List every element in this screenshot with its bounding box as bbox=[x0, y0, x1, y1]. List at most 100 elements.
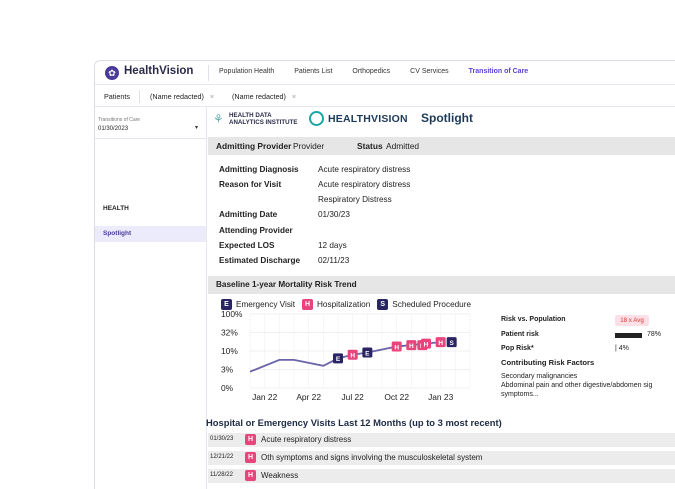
provider-value: Provider bbox=[293, 141, 325, 151]
sidebar-item-label: Spotlight bbox=[103, 230, 132, 237]
tab-bar: Patients (Name redacted) × (Name redacted… bbox=[95, 86, 675, 107]
hdai-logo-text: HEALTH DATA ANALYTICS INSTITUTE bbox=[229, 112, 298, 126]
detail-value: Acute respiratory distress bbox=[318, 180, 411, 189]
app-name[interactable]: HealthVision bbox=[124, 65, 194, 77]
detail-label: Estimated Discharge bbox=[219, 256, 300, 265]
x-tick-label: Oct 22 bbox=[384, 392, 409, 402]
risk-factor: symptoms... bbox=[501, 391, 539, 398]
legend-scheduled: S Scheduled Procedure bbox=[377, 298, 471, 310]
tab-patients[interactable]: Patients bbox=[104, 86, 130, 107]
tab-patient-2[interactable]: (Name redacted) × bbox=[232, 86, 296, 107]
provider-label: Admitting Provider bbox=[216, 141, 292, 151]
risk-multiplier-badge: 18 x Avg bbox=[615, 315, 649, 326]
sidebar: Transitions of Care 01/30/2023 ▾ HEALTH … bbox=[95, 107, 207, 489]
x-tick-label: Jan 22 bbox=[252, 392, 277, 402]
hospitalization-marker bbox=[391, 341, 402, 352]
detail-value: 12 days bbox=[318, 241, 347, 250]
event-marker-label: H bbox=[394, 344, 399, 351]
trend-header: Baseline 1-year Mortality Risk Trend bbox=[208, 276, 675, 294]
pop-risk-number: 4% bbox=[618, 345, 629, 352]
risk-factors-label: Contributing Risk Factors bbox=[501, 358, 595, 367]
scheduled-badge: S bbox=[377, 298, 389, 310]
event-marker-label: H bbox=[409, 343, 414, 350]
visit-row[interactable]: 01/30/23 H Acute respiratory distress bbox=[208, 433, 675, 447]
hdai-line-1: HEALTH DATA bbox=[229, 112, 272, 119]
transitions-of-care-select[interactable]: Transitions of Care 01/30/2023 ▾ bbox=[95, 111, 207, 139]
mortality-risk-chart: 100% 32% 10% 3% 0% Jan 22 Apr 22 Jul 22 Oct 22 Ja… bbox=[221, 310, 471, 402]
emergency-badge: E bbox=[221, 298, 232, 310]
sidebar-section-health: HEALTH bbox=[103, 205, 129, 212]
tab-label: (Name redacted) bbox=[150, 92, 204, 101]
y-tick-label: 3% bbox=[221, 365, 234, 375]
nav-menu: Population Health Patients List Orthoped… bbox=[219, 68, 548, 75]
legend-label: Hospitalization bbox=[317, 299, 371, 309]
hospitalization-marker bbox=[435, 337, 446, 348]
scheduled-marker bbox=[446, 337, 457, 348]
detail-value: Respiratory Distress bbox=[318, 195, 392, 204]
page-title: Spotlight bbox=[421, 111, 473, 125]
risk-factor: Abdominal pain and other digestive/abdom… bbox=[501, 382, 653, 389]
hospitalization-marker bbox=[421, 338, 431, 349]
tab-divider bbox=[139, 90, 140, 103]
visit-description: Acute respiratory distress bbox=[261, 435, 352, 444]
trend-title: Baseline 1-year Mortality Risk Trend bbox=[216, 280, 357, 289]
brand-header: ⚘ HEALTH DATA ANALYTICS INSTITUTE HEALTH… bbox=[208, 107, 675, 137]
emergency-marker bbox=[333, 353, 343, 364]
y-tick-label: 0% bbox=[221, 383, 234, 393]
legend-hospitalization: H Hospitalization bbox=[302, 298, 371, 310]
pop-risk-value: | 4% bbox=[615, 345, 629, 352]
nav-transition-of-care[interactable]: Transition of Care bbox=[468, 68, 529, 75]
y-tick-label: 10% bbox=[221, 346, 238, 356]
event-marker-label: S bbox=[449, 340, 454, 347]
app-window: ✿ HealthVision Population Health Patient… bbox=[94, 60, 675, 489]
nav-cv-services[interactable]: CV Services bbox=[410, 68, 449, 75]
nav-patients-list[interactable]: Patients List bbox=[294, 68, 333, 75]
close-icon[interactable]: × bbox=[209, 94, 215, 101]
hospitalization-badge: H bbox=[302, 298, 314, 310]
patient-risk-value: 78% bbox=[647, 331, 662, 338]
visit-row[interactable]: 12/21/22 H Oth symptoms and signs involv… bbox=[208, 451, 675, 465]
event-marker-label: E bbox=[365, 350, 370, 357]
risk-factor: Secondary malignancies bbox=[501, 373, 578, 380]
x-tick-label: Jul 22 bbox=[341, 392, 364, 402]
sidebar-item-spotlight[interactable]: Spotlight bbox=[95, 226, 206, 242]
detail-label: Expected LOS bbox=[219, 241, 275, 250]
tab-patient-1[interactable]: (Name redacted) × bbox=[150, 86, 214, 107]
visit-date: 12/21/22 bbox=[210, 454, 234, 460]
y-tick-label: 100% bbox=[221, 310, 243, 319]
visit-description: Oth symptoms and signs involving the mus… bbox=[261, 453, 483, 462]
event-marker-label: H bbox=[350, 353, 355, 360]
hospitalization-marker bbox=[406, 340, 417, 351]
nav-population-health[interactable]: Population Health bbox=[219, 68, 275, 75]
hospitalization-marker bbox=[347, 349, 358, 360]
detail-label: Admitting Diagnosis bbox=[219, 165, 299, 174]
hdai-logo-icon: ⚘ bbox=[213, 112, 224, 126]
top-nav: ✿ HealthVision Population Health Patient… bbox=[95, 61, 675, 85]
select-label: Transitions of Care bbox=[98, 117, 141, 123]
nav-divider bbox=[208, 65, 209, 81]
visit-description: Weakness bbox=[261, 471, 299, 480]
visit-date: 11/28/22 bbox=[210, 472, 233, 478]
nav-orthopedics[interactable]: Orthopedics bbox=[352, 68, 391, 75]
event-marker-label: H bbox=[438, 340, 443, 347]
legend-emergency: E Emergency Visit bbox=[221, 298, 296, 310]
patient-risk-bar bbox=[615, 333, 642, 338]
provider-status-bar: Admitting Provider Provider Status Admit… bbox=[208, 137, 675, 155]
legend-label: Emergency Visit bbox=[236, 299, 296, 309]
close-icon[interactable]: × bbox=[291, 94, 297, 101]
detail-value: 02/11/23 bbox=[318, 256, 350, 265]
tab-label: Patients bbox=[104, 92, 130, 101]
visits-title: Hospital or Emergency Visits Last 12 Mon… bbox=[206, 417, 502, 428]
detail-label: Admitting Date bbox=[219, 210, 278, 219]
detail-value: 01/30/23 bbox=[318, 210, 350, 219]
tab-label: (Name redacted) bbox=[232, 92, 286, 101]
main-content: ⚘ HEALTH DATA ANALYTICS INSTITUTE HEALTH… bbox=[206, 107, 675, 489]
visit-date: 01/30/23 bbox=[210, 436, 234, 442]
visit-row[interactable]: 11/28/22 H Weakness bbox=[208, 469, 675, 483]
health-vision-logo-icon[interactable]: ✿ bbox=[105, 66, 119, 80]
hospitalization-badge: H bbox=[245, 470, 256, 481]
hospitalization-badge: H bbox=[245, 452, 256, 463]
chevron-down-icon[interactable]: ▾ bbox=[195, 125, 199, 131]
event-marker-label: E bbox=[336, 356, 341, 363]
x-tick-label: Apr 22 bbox=[296, 392, 321, 402]
